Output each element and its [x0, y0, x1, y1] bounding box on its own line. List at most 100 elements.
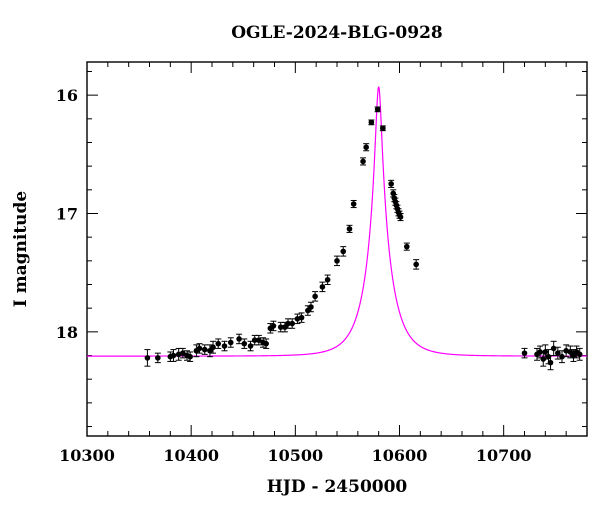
point-marker	[247, 343, 254, 349]
data-point	[285, 318, 292, 329]
data-point	[340, 246, 347, 257]
point-marker	[155, 355, 161, 361]
data-point	[521, 347, 528, 359]
data-point	[312, 291, 319, 302]
point-marker	[215, 340, 222, 347]
point-marker	[521, 350, 528, 356]
point-marker	[368, 119, 375, 126]
data-point	[255, 334, 262, 346]
point-marker	[170, 352, 177, 359]
point-marker	[360, 158, 366, 165]
data-point	[227, 337, 234, 348]
point-marker	[542, 349, 549, 355]
data-point	[374, 106, 381, 113]
y-tick-label: 18	[56, 323, 78, 342]
point-marker	[285, 320, 291, 327]
data-point	[144, 349, 151, 367]
point-marker	[334, 258, 340, 264]
data-point	[334, 255, 340, 267]
point-marker	[236, 336, 242, 342]
data-point	[388, 179, 395, 188]
data-point	[196, 343, 203, 354]
data-point	[241, 338, 248, 349]
data-point	[346, 224, 353, 233]
data-point	[379, 125, 386, 132]
data-point	[179, 347, 186, 359]
point-marker	[227, 339, 234, 346]
data-point	[289, 318, 296, 329]
point-marker	[187, 353, 193, 360]
x-tick-label: 10400	[163, 446, 219, 465]
point-marker	[241, 340, 248, 347]
data-point	[210, 340, 217, 354]
y-tick-label: 17	[56, 204, 78, 223]
point-marker	[312, 293, 318, 300]
point-marker	[324, 276, 331, 283]
point-marker	[547, 359, 554, 366]
point-marker	[340, 248, 347, 255]
y-tick-label: 16	[56, 86, 78, 105]
x-axis-label: HJD - 2450000	[267, 477, 408, 497]
data-point	[270, 320, 277, 332]
point-marker	[270, 323, 277, 329]
point-marker	[350, 201, 357, 207]
data-point	[350, 199, 357, 209]
data-point	[403, 242, 410, 251]
point-marker	[308, 304, 314, 310]
point-marker	[403, 243, 410, 250]
data-point	[576, 347, 583, 361]
point-marker	[555, 350, 561, 356]
data-point	[542, 344, 549, 360]
data-point	[170, 349, 177, 362]
chart-title: OGLE-2024-BLG-0928	[231, 23, 443, 43]
point-marker	[201, 346, 208, 353]
axis-ticks	[86, 62, 588, 436]
data-point	[413, 259, 420, 270]
data-point	[319, 281, 326, 293]
model-curve	[87, 86, 587, 357]
point-marker	[397, 214, 404, 220]
point-marker	[196, 345, 203, 352]
y-axis-label: I magnitude	[11, 191, 31, 308]
point-marker	[289, 320, 296, 327]
point-marker	[380, 125, 386, 132]
point-marker	[298, 314, 305, 321]
point-marker	[210, 344, 216, 351]
model-curve-group	[87, 86, 587, 357]
data-point	[247, 340, 254, 352]
point-marker	[550, 345, 557, 352]
data-point	[201, 344, 208, 355]
point-marker	[277, 324, 284, 330]
point-marker	[413, 261, 419, 268]
data-point	[324, 274, 331, 286]
point-marker	[559, 353, 565, 360]
data-point	[559, 350, 565, 364]
x-tick-label: 10300	[59, 446, 115, 465]
point-marker	[374, 106, 381, 113]
point-marker	[263, 340, 269, 347]
point-marker	[576, 351, 583, 358]
point-marker	[180, 350, 186, 356]
data-point	[554, 346, 561, 360]
point-marker	[221, 343, 228, 349]
point-marker	[390, 190, 397, 197]
point-marker	[346, 226, 353, 232]
data-point	[307, 301, 314, 313]
plot-frame	[86, 61, 588, 437]
point-marker	[144, 355, 151, 361]
x-tick-label: 10600	[372, 446, 428, 465]
data-point	[368, 119, 375, 126]
point-marker	[256, 337, 262, 343]
data-point	[397, 212, 404, 222]
data-point	[294, 313, 301, 325]
data-point	[547, 355, 554, 371]
data-point	[236, 333, 243, 345]
point-marker	[388, 181, 394, 187]
data-point	[363, 143, 370, 152]
point-marker	[251, 337, 258, 343]
tick-labels: 10300 10400 10500 10600 10700 16 17 18	[56, 86, 532, 465]
x-tick-label: 10500	[267, 446, 323, 465]
data-points	[144, 106, 583, 371]
data-point	[263, 338, 270, 349]
